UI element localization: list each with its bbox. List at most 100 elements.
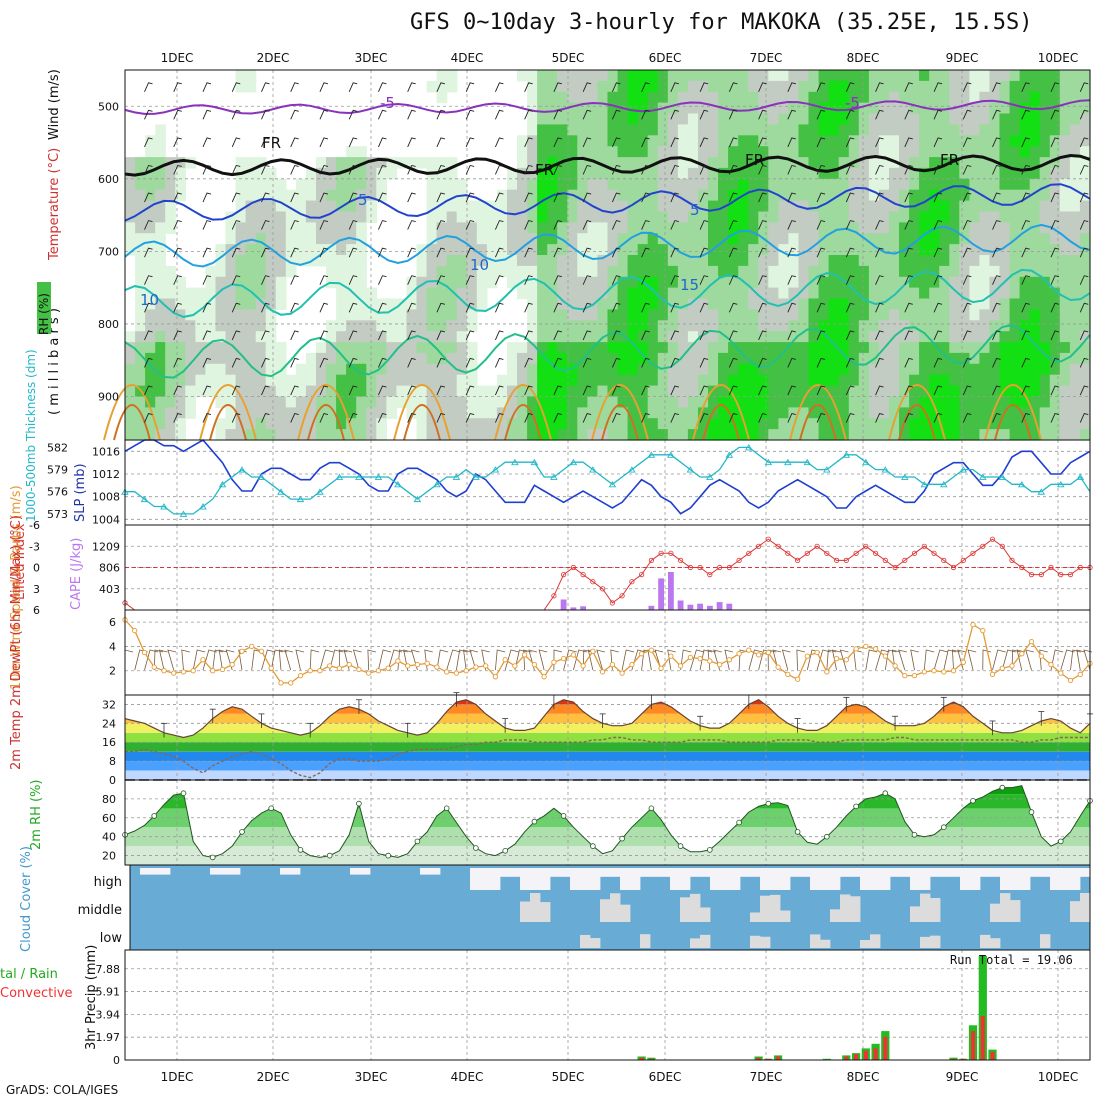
wind-barb — [933, 164, 943, 175]
rh-shade-cell — [537, 102, 548, 115]
rh-shade-cell — [155, 407, 166, 419]
rh-shade-cell — [979, 309, 991, 321]
rh-shade-cell — [828, 91, 840, 104]
rh-shade-cell — [245, 157, 257, 169]
wind-barb — [992, 413, 1001, 423]
rh-shade-cell — [677, 80, 689, 93]
cloud-high-cell — [1020, 868, 1031, 890]
rh-shade-cell — [808, 342, 820, 354]
rh-shade-cell — [929, 211, 940, 223]
rh-shade-cell — [466, 276, 478, 289]
wind-barb — [319, 302, 329, 313]
rh-shade-cell — [175, 157, 186, 169]
wind-barb — [611, 413, 621, 423]
rh-shade-cell — [969, 124, 981, 136]
rh-shade-cell — [637, 396, 649, 408]
wind-barb — [436, 302, 446, 313]
rh-shade-cell — [889, 320, 900, 332]
rh-shade-cell — [577, 418, 588, 430]
wind-barb — [524, 302, 533, 313]
rh-shade-cell — [828, 385, 840, 398]
rh-shade-cell — [235, 298, 247, 310]
rh-shade-cell — [1049, 233, 1061, 245]
rh-shade-cell — [698, 157, 709, 169]
rh-shade-cell — [939, 189, 950, 202]
rh-shade-cell — [245, 298, 257, 310]
rh-shade-cell — [456, 298, 468, 310]
wind-speed-marker — [346, 661, 352, 668]
lifted-index-marker — [902, 557, 908, 564]
rh-shade-cell — [647, 298, 659, 310]
rh-shade-cell — [537, 124, 548, 136]
rh-shade-cell — [738, 233, 749, 245]
rh-shade-cell — [1039, 407, 1051, 419]
wind-barb — [904, 330, 913, 341]
rh-shade-cell — [647, 352, 659, 365]
wind-speed-marker — [327, 663, 333, 669]
rh-shade-cell — [687, 222, 699, 234]
wind-speed-marker — [775, 664, 781, 670]
rh-shade-cell — [667, 178, 679, 191]
rh-shade-cell — [346, 407, 357, 419]
rh-shade-cell — [878, 80, 890, 93]
rh-shade-cell — [446, 80, 458, 93]
rh-shade-cell — [155, 222, 166, 234]
rh-shade-cell — [949, 320, 960, 332]
wind-barb — [144, 247, 153, 258]
rh-shade-cell — [346, 265, 357, 278]
rh-shade-cell — [185, 363, 196, 376]
rh-shade-cell — [808, 407, 820, 419]
surface-wind-barb — [943, 649, 957, 671]
rh-shade-cell — [245, 276, 257, 289]
rh-shade-cell — [1009, 189, 1021, 202]
rh-shade-cell — [517, 374, 528, 387]
wind-barb — [699, 220, 709, 230]
rh-shade-cell — [818, 352, 830, 365]
precip-convective-bar — [961, 1058, 966, 1060]
thickness-marker — [413, 495, 422, 503]
rh-shade-cell — [828, 352, 840, 365]
rh-shade-cell — [567, 352, 578, 365]
rh-shade-cell — [798, 167, 810, 180]
rh-shade-cell — [1079, 276, 1091, 289]
rh-shade-cell — [205, 287, 217, 300]
rh-shade-cell — [748, 255, 759, 267]
rh-shade-cell — [899, 146, 910, 158]
rh-shade-cell — [456, 352, 468, 365]
thickness-marker — [355, 473, 363, 480]
rh-shade-cell — [828, 70, 840, 82]
precip-convective-bar — [883, 1036, 888, 1060]
rh-shade-cell — [788, 331, 800, 343]
rh-shade-cell — [637, 178, 649, 191]
wind-barb — [290, 302, 299, 313]
rh-shade-cell — [858, 80, 870, 93]
rh-shade-cell — [728, 167, 739, 180]
ylabel-temp2m: 2m Temp 2m DewPt (6hr Min/Max) (°C) — [9, 515, 24, 770]
rh-shade-cell — [677, 146, 689, 158]
rh-shade-cell — [929, 342, 940, 354]
rh-shade-cell — [677, 385, 689, 398]
rh-shade-cell — [858, 298, 870, 310]
wind-barb — [611, 220, 621, 230]
rh-shade-cell — [878, 396, 890, 408]
rh-shade-cell — [386, 385, 398, 398]
rh-shade-cell — [547, 146, 558, 158]
rh-shade-cell — [999, 429, 1011, 441]
rh-shade-cell — [878, 276, 890, 289]
rh-shade-cell — [305, 352, 317, 365]
rh-shade-cell — [1059, 255, 1071, 267]
ylabel-wind: Wind (m/s) — [47, 69, 62, 140]
surface-wind-barb — [875, 649, 890, 671]
rh-shade-cell — [577, 309, 588, 321]
rh-shade-cell — [768, 222, 779, 234]
rh-shade-cell — [406, 298, 418, 310]
wind-speed-marker — [239, 648, 245, 654]
wind-barb — [728, 413, 738, 423]
rh-shade-cell — [698, 178, 709, 191]
rh-shade-cell — [426, 276, 438, 289]
precip-convective-bar — [980, 1016, 985, 1060]
rh-shade-cell — [617, 200, 629, 213]
cloud-high-cell — [580, 868, 591, 890]
rh-shade-cell — [798, 102, 810, 115]
rh-shade-cell — [175, 407, 186, 419]
